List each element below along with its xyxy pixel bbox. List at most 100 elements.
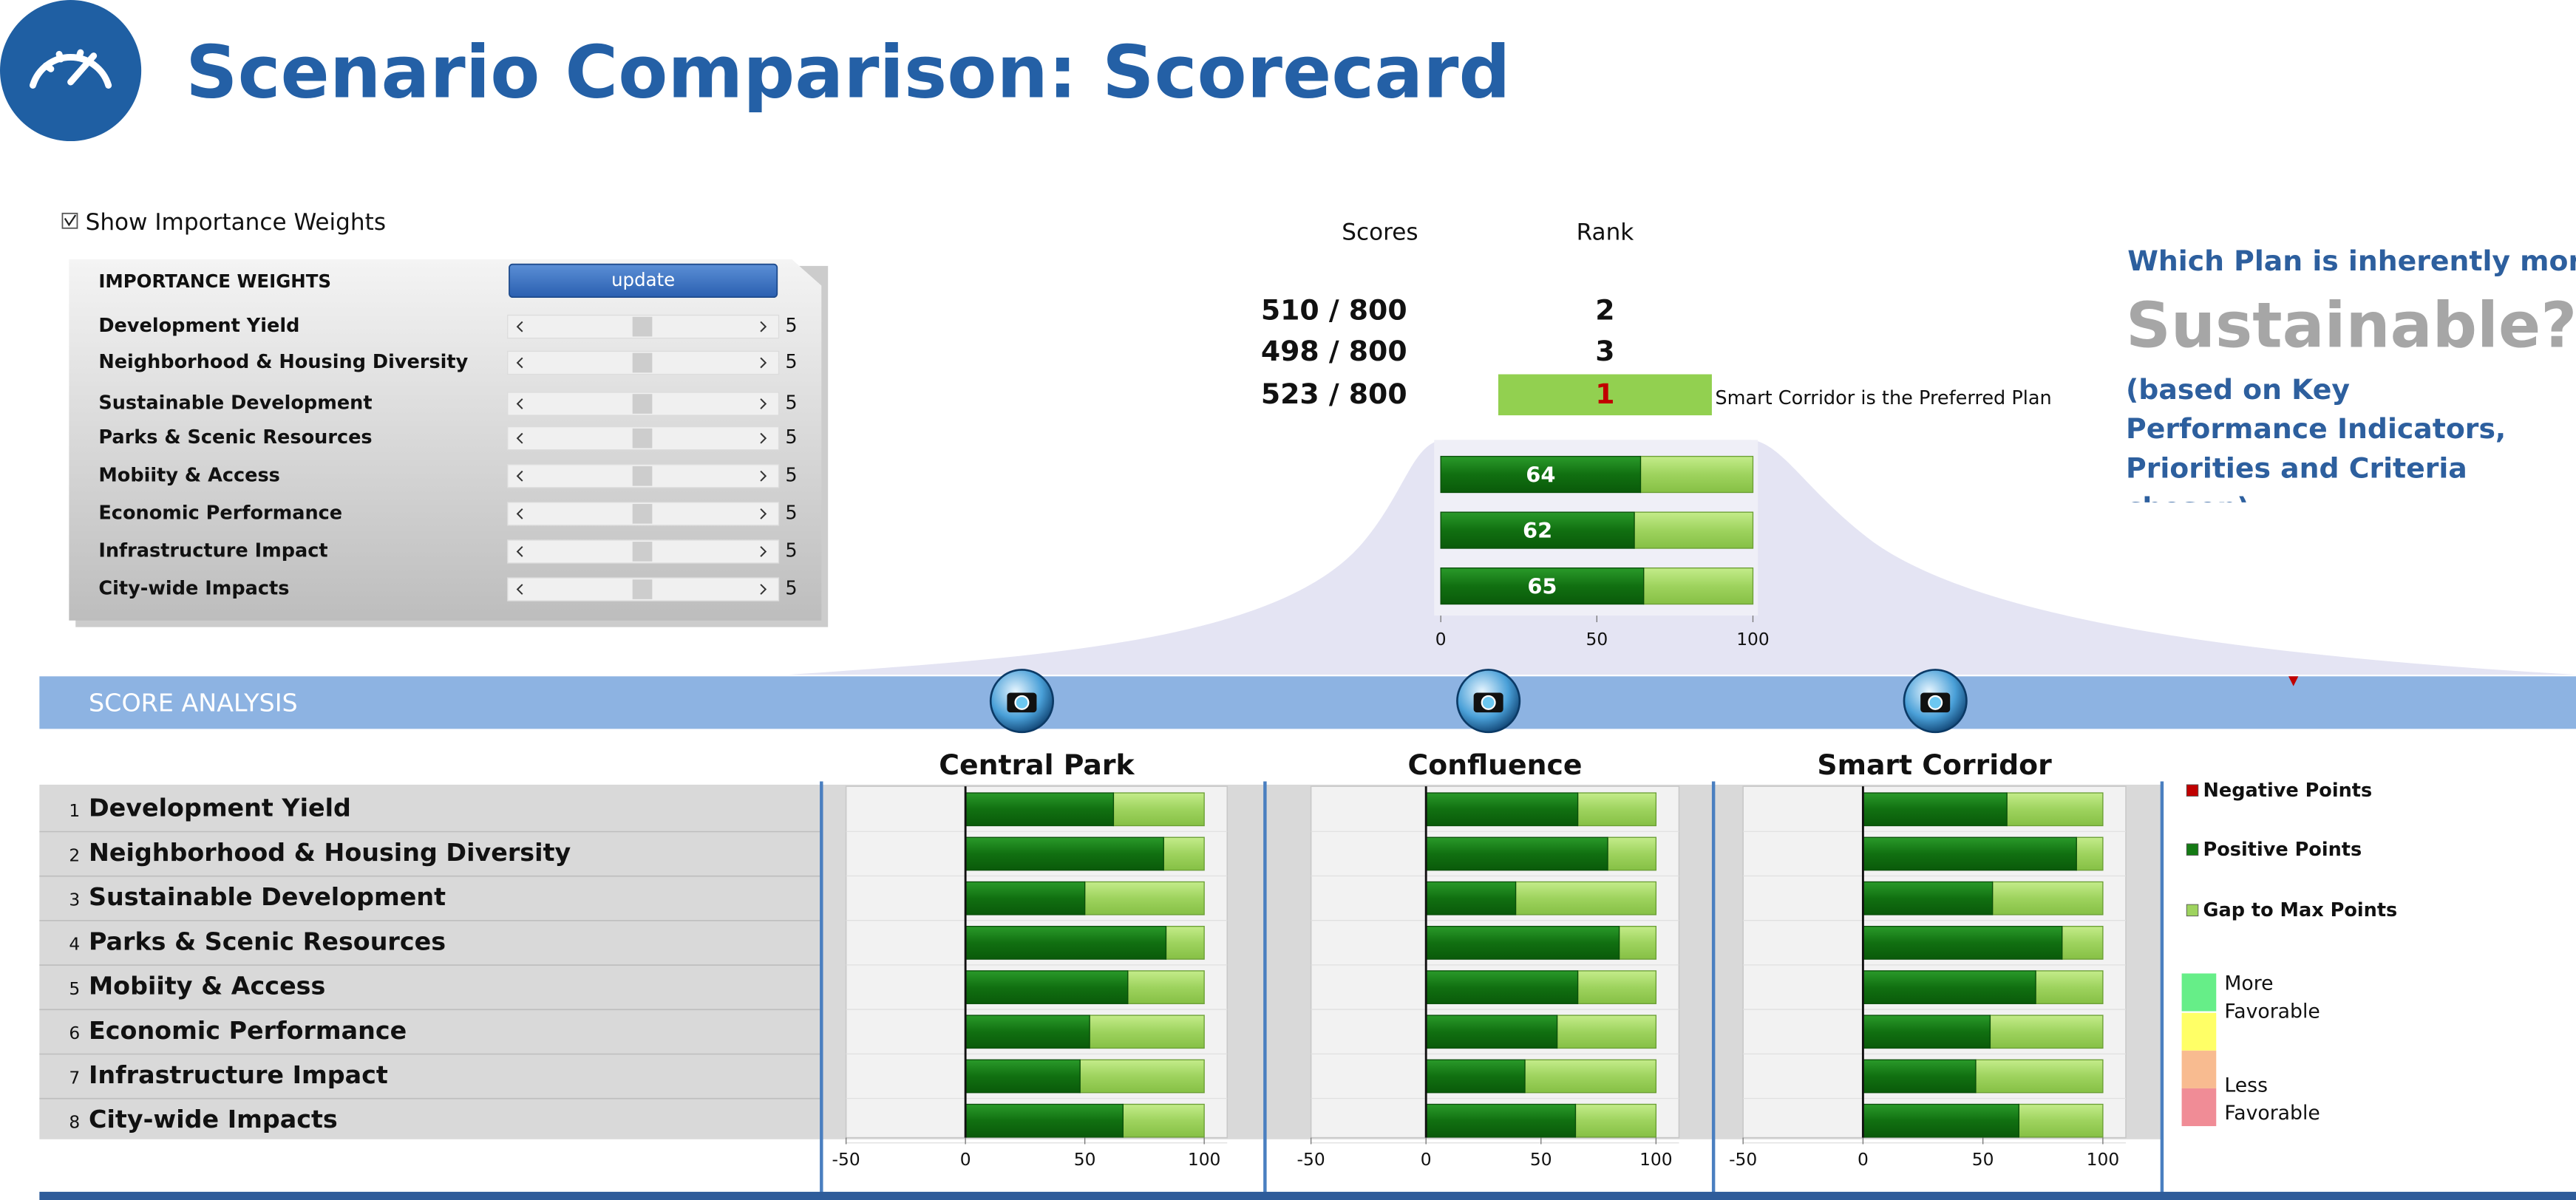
positive-bar: [965, 1015, 1090, 1049]
update-button[interactable]: [509, 263, 778, 299]
x-tick-label: 100: [1188, 1149, 1221, 1170]
favorability-swatch: [2181, 1050, 2217, 1088]
x-tick-label: 50: [1972, 1149, 1994, 1170]
positive-bar: [1425, 1015, 1558, 1049]
slider-left[interactable]: [516, 357, 523, 369]
slider-left[interactable]: [516, 508, 523, 519]
slider-right[interactable]: [760, 508, 767, 519]
toggle-label[interactable]: Show Importance Weights: [86, 209, 386, 236]
slider-left[interactable]: [516, 470, 523, 482]
gap-bar: [1975, 1059, 2104, 1094]
positive-bar: [1862, 1059, 1977, 1094]
x-tick-label: 100: [1639, 1149, 1673, 1170]
x-tick-label: -50: [1729, 1149, 1757, 1170]
score-bar-label: 64: [1526, 462, 1555, 487]
gap-bar: [1122, 1103, 1205, 1138]
slider-thumb[interactable]: [632, 394, 653, 414]
weight-label: Neighborhood & Housing Diversity: [98, 351, 468, 373]
slider-left[interactable]: [516, 432, 523, 444]
gap-bar: [1524, 1059, 1657, 1094]
scenario-title: Smart Corridor: [1817, 749, 2052, 781]
positive-bar: [965, 970, 1129, 1004]
camera-lens: [1481, 695, 1496, 710]
slider-right[interactable]: [760, 432, 767, 444]
x-tick-label: 100: [2087, 1149, 2120, 1170]
x-tick-label: 0: [1421, 1149, 1432, 1170]
criterion-number: 3: [69, 890, 80, 910]
positive-bar: [1862, 1103, 2019, 1138]
positive-bar: [1862, 881, 1994, 916]
gap-bar: [1127, 970, 1205, 1004]
gap-bar: [2006, 792, 2104, 827]
update-button-label[interactable]: update: [611, 269, 675, 290]
slider-thumb[interactable]: [632, 504, 653, 524]
positive-bar: [1862, 792, 2008, 827]
weight-value: 5: [785, 578, 797, 600]
more-favorable: More Favorable: [2224, 972, 2320, 1023]
positive-bar: [1862, 925, 2063, 960]
score-bar: [1440, 455, 1642, 494]
positive-bar: [1862, 970, 2036, 1004]
slider-thumb[interactable]: [632, 316, 653, 337]
favorability-swatch: [2181, 973, 2217, 1012]
positive-bar: [1425, 792, 1579, 827]
more-favorable-box: More Favorable: [2224, 972, 2320, 1023]
slider-right[interactable]: [760, 584, 767, 595]
positive-bar: [965, 792, 1115, 827]
favorability-swatch: [2181, 1088, 2217, 1127]
gap-bar: [1577, 792, 1657, 827]
gap-bar: [1556, 1015, 1657, 1049]
logo: [0, 0, 142, 142]
rank-value: 2: [1595, 294, 1614, 327]
slider-right[interactable]: [760, 546, 767, 557]
slider-right[interactable]: [760, 398, 767, 409]
question-note-box: (based on Key Performance Indicators, Pr…: [2126, 374, 2507, 502]
preferred-highlight: [1498, 374, 1712, 416]
criterion-label: Economic Performance: [89, 1016, 407, 1045]
legend-label: Gap to Max Points: [2203, 899, 2397, 921]
legend-swatch: [2186, 784, 2199, 797]
score-value: 523 / 800: [1261, 378, 1407, 410]
slider-thumb[interactable]: [632, 352, 653, 373]
question-line: Which Plan is inherently more: [2127, 245, 2576, 277]
slider-thumb[interactable]: [632, 428, 653, 449]
score-value: 510 / 800: [1261, 294, 1407, 327]
positive-bar: [1425, 970, 1579, 1004]
slider-right[interactable]: [760, 357, 767, 369]
slider-right[interactable]: [760, 321, 767, 333]
camera-lens: [1928, 695, 1943, 710]
criterion-number: 2: [69, 845, 80, 865]
weight-label: Infrastructure Impact: [98, 539, 327, 562]
slider-left[interactable]: [516, 584, 523, 595]
less-favorable: Less Favorable: [2224, 1073, 2320, 1125]
slider-thumb[interactable]: [632, 579, 653, 599]
weight-value: 5: [785, 392, 797, 415]
positive-bar: [1425, 1059, 1526, 1094]
gap-bar: [1079, 1059, 1205, 1094]
weight-value: 5: [785, 502, 797, 524]
positive-bar: [1425, 1103, 1577, 1138]
score-bar-label: 65: [1527, 573, 1557, 599]
criterion-number: 5: [69, 978, 80, 999]
bottom-rule: [39, 1191, 2576, 1200]
x-tick-label: 100: [1736, 629, 1770, 650]
weight-label: Parks & Scenic Resources: [98, 426, 372, 449]
criterion-number: 4: [69, 934, 80, 955]
slider-thumb[interactable]: [632, 466, 653, 486]
rank-header: Rank: [1577, 219, 1634, 245]
positive-bar: [965, 881, 1086, 916]
score-bar: [1440, 567, 1645, 605]
x-tick-label: -50: [1297, 1149, 1325, 1170]
slider-thumb[interactable]: [632, 542, 653, 562]
weight-value: 5: [785, 426, 797, 449]
question-note: (based on Key Performance Indicators, Pr…: [2126, 374, 2507, 502]
slider-left[interactable]: [516, 546, 523, 557]
gap-bar: [1084, 881, 1205, 916]
weight-value: 5: [785, 539, 797, 562]
gap-bar: [1639, 455, 1754, 494]
slider-left[interactable]: [516, 398, 523, 409]
slider-right[interactable]: [760, 470, 767, 482]
slider-left[interactable]: [516, 321, 523, 333]
weight-value: 5: [785, 315, 797, 337]
